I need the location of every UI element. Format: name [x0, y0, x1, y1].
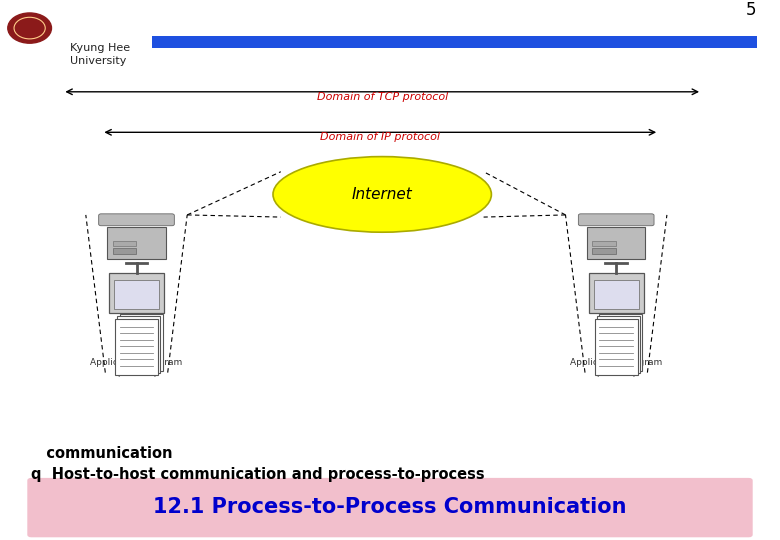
Text: 5: 5: [746, 1, 757, 19]
Text: Application program
(Process): Application program (Process): [90, 358, 183, 378]
FancyBboxPatch shape: [597, 316, 640, 373]
FancyBboxPatch shape: [593, 248, 616, 254]
FancyBboxPatch shape: [589, 273, 643, 313]
Text: q  Host-to-host communication and process-to-process: q Host-to-host communication and process…: [31, 467, 485, 482]
FancyBboxPatch shape: [115, 319, 158, 375]
FancyBboxPatch shape: [117, 316, 161, 373]
FancyBboxPatch shape: [594, 319, 638, 375]
FancyBboxPatch shape: [587, 227, 646, 259]
Text: Kyung Hee
University: Kyung Hee University: [70, 43, 130, 66]
Text: Application program
(Process): Application program (Process): [570, 358, 662, 378]
FancyBboxPatch shape: [98, 214, 174, 226]
Text: Domain of TCP protocol: Domain of TCP protocol: [317, 91, 448, 102]
Text: Domain of IP protocol: Domain of IP protocol: [321, 132, 440, 142]
Circle shape: [8, 13, 51, 43]
FancyBboxPatch shape: [112, 241, 136, 246]
FancyBboxPatch shape: [593, 241, 616, 246]
FancyBboxPatch shape: [120, 314, 162, 371]
Text: 12.1 Process-to-Process Communication: 12.1 Process-to-Process Communication: [153, 496, 627, 517]
Text: communication: communication: [31, 446, 172, 461]
FancyBboxPatch shape: [27, 478, 753, 537]
FancyBboxPatch shape: [152, 36, 757, 48]
Text: Internet: Internet: [352, 187, 413, 202]
FancyBboxPatch shape: [114, 280, 159, 309]
Ellipse shape: [273, 157, 491, 232]
FancyBboxPatch shape: [107, 227, 165, 259]
FancyBboxPatch shape: [594, 280, 639, 309]
FancyBboxPatch shape: [579, 214, 654, 226]
FancyBboxPatch shape: [600, 314, 643, 371]
FancyBboxPatch shape: [109, 273, 164, 313]
FancyBboxPatch shape: [112, 248, 136, 254]
